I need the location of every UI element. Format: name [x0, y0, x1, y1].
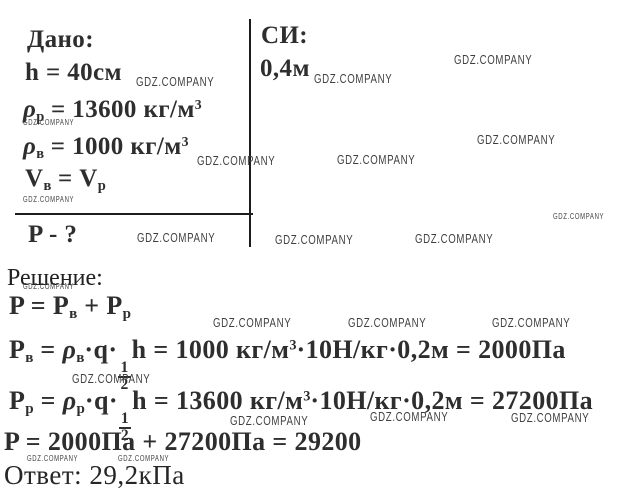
answer-line: Ответ: 29,2кПа — [4, 460, 185, 490]
factors: ·q· — [84, 335, 118, 364]
volume-symbol: V — [79, 165, 98, 192]
volume-symbol: V — [25, 165, 44, 192]
given-volumes-line: Vв = Vр — [25, 166, 106, 194]
equals: = — [23, 291, 53, 320]
watermark: GDZ.COMPANY — [477, 132, 556, 148]
given-question-line: P - ? — [28, 221, 78, 248]
subscript: в — [69, 306, 78, 323]
watermark: GDZ.COMPANY — [137, 230, 216, 246]
pressure-symbol: P — [9, 291, 24, 320]
subscript: в — [36, 146, 45, 163]
watermark: GDZ.COMPANY — [213, 315, 292, 331]
pressure-water-equation: Pв = ρв·q· 1 2 h = 1000 кг/м3·10Н/кг·0,2м =… — [9, 335, 566, 393]
watermark: GDZ.COMPANY — [492, 315, 571, 331]
pressure-sum-equation: P = Pв + Pр — [9, 293, 131, 322]
watermark: GDZ.COMPANY — [454, 52, 533, 68]
result-tail: ·10Н/кг·0,2м = 27200Па — [310, 386, 594, 415]
si-value: 0,4м — [260, 55, 310, 82]
superscript: 3 — [289, 337, 297, 354]
given-density-mercury-line: ρр = 13600 кг/м3 — [23, 97, 202, 125]
plus: + — [77, 291, 107, 320]
fraction-denominator: 2 — [120, 426, 130, 444]
height-symbol: h — [131, 335, 147, 364]
equals: = — [51, 165, 80, 192]
watermark: GDZ.COMPANY — [337, 152, 416, 168]
watermark: GDZ.COMPANY — [118, 454, 170, 464]
fraction-numerator: 1 — [118, 359, 131, 378]
watermark: GDZ.COMPANY — [23, 195, 75, 205]
watermark: GDZ.COMPANY — [197, 153, 276, 169]
si-title: СИ: — [261, 22, 309, 49]
fraction-denominator: 2 — [120, 375, 129, 393]
height-symbol: h — [132, 386, 147, 415]
density-value: = 1000 кг/м — [44, 133, 182, 160]
watermark: GDZ.COMPANY — [72, 371, 151, 387]
superscript: 3 — [194, 96, 202, 112]
subscript: в — [76, 350, 85, 367]
pressure-symbol: P — [106, 291, 123, 320]
result: = 13600 кг/м — [146, 386, 304, 415]
density-value: = 13600 кг/м — [44, 96, 195, 123]
given-density-water-line: ρв = 1000 кг/м3 — [23, 134, 189, 162]
column-divider-line — [249, 19, 251, 247]
rho-symbol: ρ — [62, 335, 77, 364]
watermark: GDZ.COMPANY — [415, 231, 494, 247]
subscript: р — [76, 401, 85, 418]
subscript: в — [25, 350, 34, 367]
subscript: р — [97, 178, 106, 195]
equals: = — [33, 335, 63, 364]
watermark: GDZ.COMPANY — [23, 282, 75, 292]
result: = 1000 кг/м — [146, 335, 290, 364]
superscript: 3 — [303, 388, 311, 405]
pressure-symbol: P — [9, 335, 26, 364]
rho-symbol: ρ — [23, 133, 37, 160]
given-title: Дано: — [27, 26, 94, 53]
equals: = — [33, 386, 63, 415]
fraction-numerator: 1 — [118, 410, 132, 429]
subscript: в — [43, 178, 52, 195]
watermark: GDZ.COMPANY — [314, 71, 393, 87]
watermark: GDZ.COMPANY — [511, 410, 590, 426]
pressure-total-equation: P = 2000Па + 27200Па = 29200 — [4, 427, 362, 456]
watermark: GDZ.COMPANY — [230, 413, 309, 429]
watermark: GDZ.COMPANY — [275, 232, 354, 248]
subscript: р — [25, 401, 34, 418]
superscript: 3 — [181, 133, 189, 149]
factors: ·q· — [84, 386, 118, 415]
solution-title: Решение: — [7, 265, 103, 291]
given-separator-line — [15, 213, 253, 215]
watermark: GDZ.COMPANY — [553, 212, 605, 222]
rho-symbol: ρ — [62, 386, 77, 415]
given-height-line: h = 40см — [25, 59, 122, 86]
rho-symbol: ρ — [23, 96, 37, 123]
subscript: р — [36, 109, 45, 126]
watermark: GDZ.COMPANY — [348, 315, 427, 331]
result-tail: ·10Н/кг·0,2м = 2000Па — [296, 335, 566, 364]
watermark: GDZ.COMPANY — [23, 118, 75, 128]
subscript: р — [122, 306, 132, 323]
watermark: GDZ.COMPANY — [370, 409, 449, 425]
pressure-mercury-equation: Pр = ρр·q· 1 2 h = 13600 кг/м3·10Н/кг·0,2м … — [9, 386, 594, 444]
watermark: GDZ.COMPANY — [136, 74, 215, 90]
watermark: GDZ.COMPANY — [27, 454, 79, 464]
pressure-symbol: P — [9, 386, 26, 415]
pressure-symbol: P — [52, 291, 70, 320]
